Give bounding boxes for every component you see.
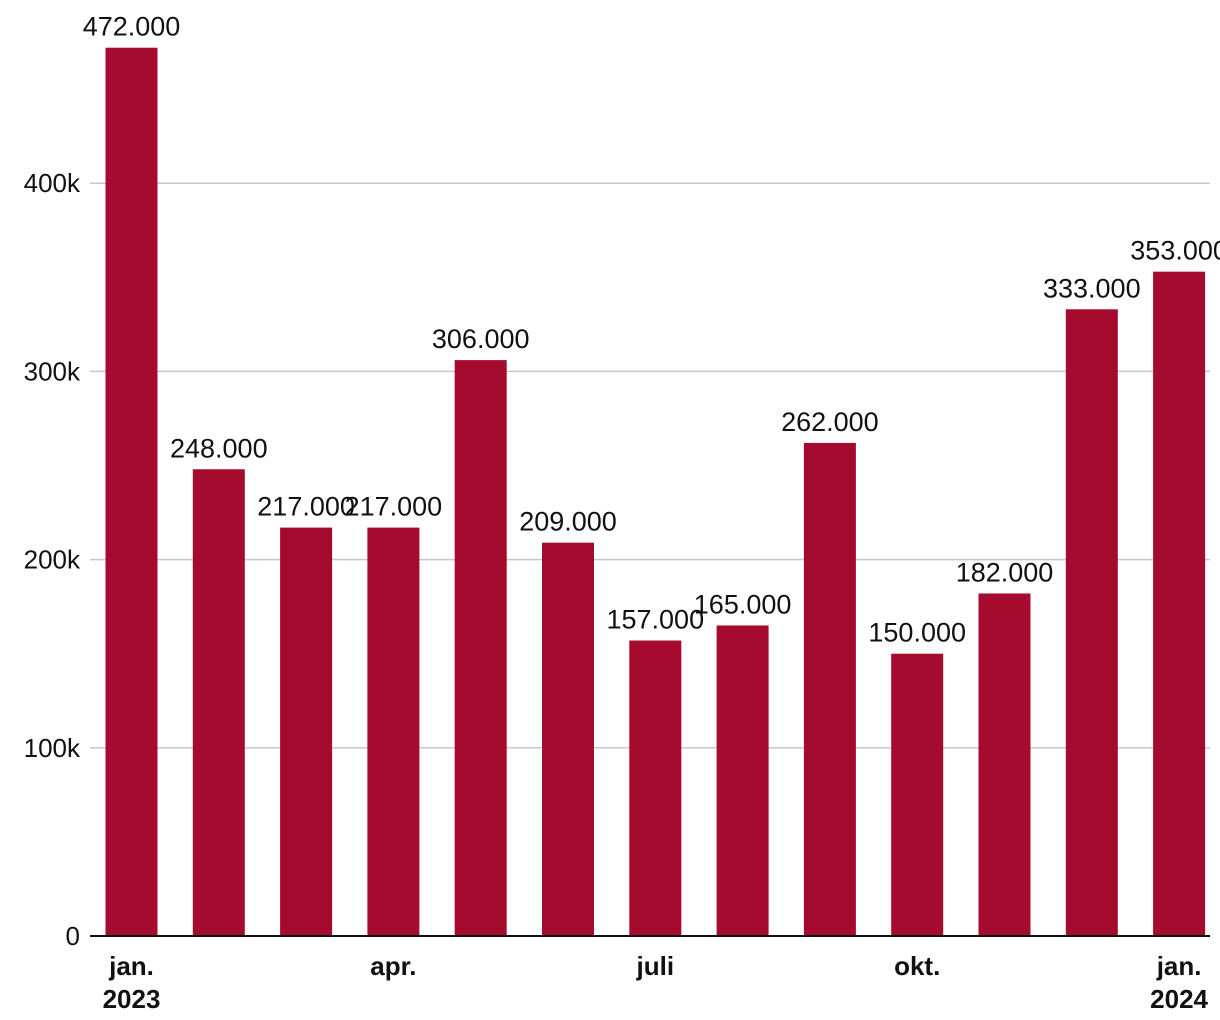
y-tick-label: 0 bbox=[66, 921, 80, 951]
bar bbox=[978, 593, 1031, 936]
y-axis-ticks: 0 100k 200k 300k 400k bbox=[24, 168, 81, 951]
bar bbox=[542, 542, 594, 936]
y-tick-label: 200k bbox=[24, 545, 81, 575]
bar bbox=[1153, 271, 1206, 936]
bar bbox=[280, 527, 333, 936]
bar-value-label: 157.000 bbox=[606, 605, 704, 635]
bar-value-label: 353.000 bbox=[1130, 236, 1220, 266]
bar-value-label: 262.000 bbox=[781, 407, 879, 437]
bar bbox=[629, 640, 682, 936]
bar-value-label: 472.000 bbox=[83, 12, 181, 42]
bar-value-label: 150.000 bbox=[868, 618, 966, 648]
bar-value-label: 306.000 bbox=[432, 324, 530, 354]
bar-value-label: 217.000 bbox=[345, 492, 443, 522]
x-tick-label: apr. bbox=[370, 951, 416, 981]
x-tick-year-label: 2023 bbox=[103, 984, 161, 1014]
bars bbox=[105, 47, 1206, 937]
bar-value-label: 248.000 bbox=[170, 433, 268, 463]
y-tick-label: 300k bbox=[24, 356, 81, 386]
x-tick-label: jan. bbox=[1156, 951, 1202, 981]
x-tick-year-label: 2024 bbox=[1150, 984, 1208, 1014]
y-tick-label: 400k bbox=[24, 168, 81, 198]
bar bbox=[803, 442, 856, 936]
bar bbox=[1065, 309, 1118, 936]
bar-value-label: 209.000 bbox=[519, 507, 617, 537]
bar bbox=[105, 47, 158, 937]
bar-value-label: 165.000 bbox=[694, 589, 792, 619]
x-tick-label: juli bbox=[636, 951, 675, 981]
x-tick-label: jan. bbox=[108, 951, 154, 981]
bar-value-label: 333.000 bbox=[1043, 273, 1141, 303]
bar bbox=[367, 527, 420, 936]
bar bbox=[454, 360, 507, 936]
x-tick-label: okt. bbox=[894, 951, 940, 981]
bar bbox=[891, 653, 944, 936]
y-tick-label: 100k bbox=[24, 733, 81, 763]
bar-value-label: 182.000 bbox=[956, 557, 1054, 587]
bar-value-label: 217.000 bbox=[257, 492, 355, 522]
bar bbox=[192, 469, 245, 936]
bar bbox=[716, 625, 769, 936]
